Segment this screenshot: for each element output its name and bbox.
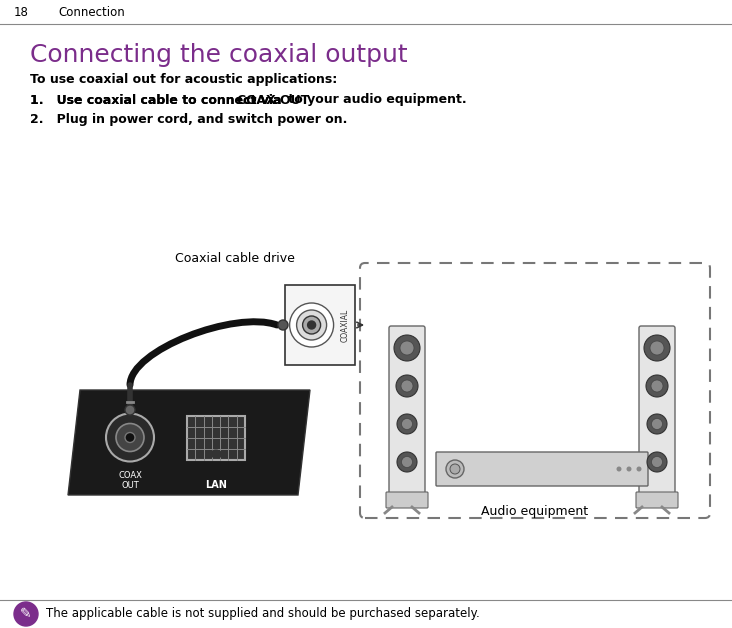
Circle shape bbox=[394, 335, 420, 361]
Text: COAX OUT: COAX OUT bbox=[237, 94, 310, 107]
FancyBboxPatch shape bbox=[285, 285, 355, 365]
Text: ✎: ✎ bbox=[20, 607, 31, 621]
Polygon shape bbox=[68, 390, 310, 495]
Circle shape bbox=[397, 414, 417, 434]
Circle shape bbox=[125, 405, 135, 415]
FancyBboxPatch shape bbox=[639, 326, 675, 495]
Circle shape bbox=[646, 375, 668, 397]
Text: Connecting the coaxial output: Connecting the coaxial output bbox=[30, 43, 408, 67]
Circle shape bbox=[400, 341, 414, 355]
Text: To use coaxial out for acoustic applications:: To use coaxial out for acoustic applicat… bbox=[30, 73, 337, 87]
Circle shape bbox=[650, 341, 664, 355]
Circle shape bbox=[296, 310, 326, 340]
Circle shape bbox=[647, 414, 667, 434]
Text: The applicable cable is not supplied and should be purchased separately.: The applicable cable is not supplied and… bbox=[46, 607, 479, 620]
Text: Connection: Connection bbox=[58, 6, 124, 19]
Circle shape bbox=[106, 413, 154, 462]
Circle shape bbox=[396, 375, 418, 397]
Circle shape bbox=[637, 467, 641, 472]
Circle shape bbox=[446, 460, 464, 478]
Text: Audio equipment: Audio equipment bbox=[482, 505, 589, 518]
FancyBboxPatch shape bbox=[360, 263, 710, 518]
Text: COAX
OUT: COAX OUT bbox=[118, 470, 142, 490]
Text: LAN: LAN bbox=[205, 480, 227, 490]
Wedge shape bbox=[208, 450, 224, 458]
Circle shape bbox=[116, 423, 144, 452]
FancyBboxPatch shape bbox=[386, 492, 428, 508]
FancyBboxPatch shape bbox=[636, 492, 678, 508]
Circle shape bbox=[651, 418, 662, 430]
Circle shape bbox=[401, 457, 413, 467]
Circle shape bbox=[647, 452, 667, 472]
Circle shape bbox=[278, 320, 288, 330]
Circle shape bbox=[651, 380, 663, 392]
Text: to your audio equipment.: to your audio equipment. bbox=[284, 94, 467, 107]
Circle shape bbox=[450, 464, 460, 474]
Text: 1.   Use coaxial cable to connect via COAX OUT to your audio equipment.: 1. Use coaxial cable to connect via COAX… bbox=[30, 94, 541, 107]
Circle shape bbox=[125, 433, 135, 443]
Circle shape bbox=[401, 380, 413, 392]
Circle shape bbox=[14, 602, 38, 626]
Circle shape bbox=[651, 457, 662, 467]
Text: 1.   Use coaxial cable to connect via: 1. Use coaxial cable to connect via bbox=[30, 94, 286, 107]
Text: 2.   Plug in power cord, and switch power on.: 2. Plug in power cord, and switch power … bbox=[30, 114, 348, 126]
Circle shape bbox=[290, 303, 334, 347]
Text: Coaxial cable drive: Coaxial cable drive bbox=[175, 251, 295, 264]
Circle shape bbox=[307, 321, 315, 329]
Text: 18: 18 bbox=[14, 6, 29, 19]
FancyBboxPatch shape bbox=[187, 416, 245, 460]
Circle shape bbox=[627, 467, 632, 472]
Circle shape bbox=[616, 467, 621, 472]
Text: 1.   Use coaxial cable to connect via: 1. Use coaxial cable to connect via bbox=[30, 94, 286, 107]
FancyBboxPatch shape bbox=[436, 452, 648, 486]
Circle shape bbox=[644, 335, 670, 361]
Circle shape bbox=[401, 418, 413, 430]
Circle shape bbox=[397, 452, 417, 472]
Text: COAXIAL: COAXIAL bbox=[340, 308, 349, 342]
Circle shape bbox=[302, 316, 321, 334]
FancyBboxPatch shape bbox=[389, 326, 425, 495]
